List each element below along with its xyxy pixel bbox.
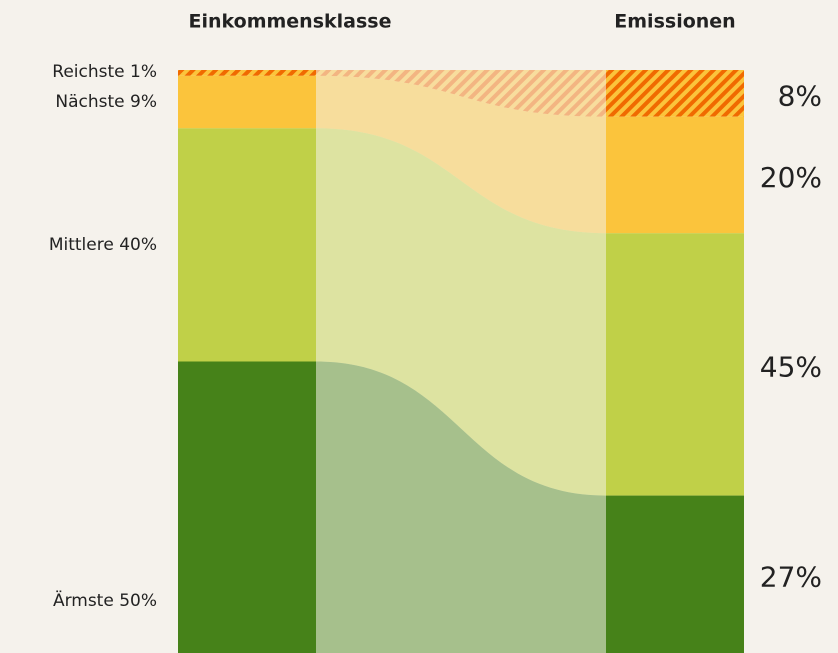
group-label: Nächste 9% [55,92,157,112]
emission-bar [606,495,744,653]
emission-label: 20% [760,161,822,194]
emission-label: 45% [760,350,822,383]
income-bar [178,361,316,653]
emission-label: 27% [760,560,822,593]
group-label: Reichste 1% [52,62,157,82]
income-bar [178,128,316,362]
column-header: Emissionen [614,11,735,33]
flow [316,75,606,234]
flow [316,70,606,117]
group-label: Ärmste 50% [53,590,157,611]
emission-bar [606,70,744,117]
emission-bar [606,116,744,234]
group-label: Mittlere 40% [49,235,157,255]
flow [316,361,606,653]
flow [316,128,606,496]
column-header: Einkommensklasse [189,11,392,33]
income-bar [178,75,316,129]
emission-label: 8% [778,79,822,112]
income-bar [178,70,316,76]
emission-bar [606,233,744,496]
